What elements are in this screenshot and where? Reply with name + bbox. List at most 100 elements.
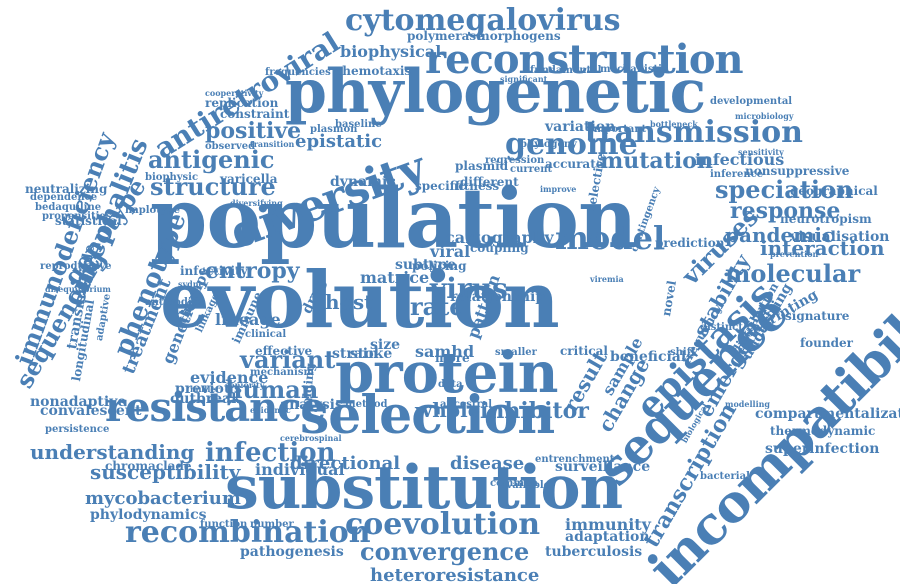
word-ancestral: ancestral: [440, 399, 492, 410]
word-founder: founder: [800, 336, 853, 350]
word-phylogenetic: phylogenetic: [285, 57, 706, 127]
word-geographical: geographical: [790, 184, 878, 198]
word-developmental: developmental: [710, 96, 793, 107]
word-inference: inference: [710, 169, 764, 180]
word-outbreak: outbreak: [170, 391, 241, 407]
word-epidemic: epidemic: [250, 405, 291, 415]
word-viral: viral: [430, 242, 471, 261]
word-cerebrospinal: cerebrospinal: [280, 433, 342, 443]
word-nonsuppressive: nonsuppressive: [745, 164, 850, 178]
word-specific: specific: [415, 179, 466, 193]
word-haplotype: haplotype: [125, 205, 180, 216]
word-mycobacterium: mycobacterium: [85, 488, 241, 509]
word-immunity: immunity: [565, 515, 651, 534]
word-transition: transition: [250, 139, 295, 149]
word-number: number: [250, 519, 294, 530]
word-microbiology: microbiology: [735, 111, 794, 121]
word-diversifying: diversifying: [230, 198, 283, 208]
word-modelling: modelling: [725, 399, 771, 409]
word-smaller: smaller: [495, 347, 537, 358]
word-prevention: prevention: [770, 249, 819, 259]
word-disease: disease: [450, 453, 525, 474]
word-different: different: [460, 175, 519, 189]
word-individual: individual: [255, 460, 345, 479]
word-subtype: subtype: [395, 257, 457, 273]
word-critical: critical: [560, 344, 608, 358]
word-reconstruction: reconstruction: [425, 36, 744, 83]
word-baseline: baseline: [335, 119, 382, 130]
word-convergence: convergence: [360, 537, 530, 566]
word-dependence: dependence: [30, 192, 98, 203]
word-human: human: [225, 375, 319, 404]
word-more: more: [435, 351, 470, 365]
word-fundamental: fundamental: [530, 65, 602, 76]
word-viremia: viremia: [590, 274, 624, 284]
word-recombination: recombination: [125, 515, 371, 550]
word-transmission: transmission: [585, 115, 803, 150]
word-propensities: propensities: [42, 211, 112, 222]
word-positive: positive: [205, 118, 302, 144]
word-accurate: accurate: [545, 157, 604, 171]
word-variant: variant: [240, 345, 336, 374]
word-mechanism: mechanism: [250, 367, 315, 378]
word-nonadaptive: nonadaptive: [30, 394, 127, 410]
word-data: data: [438, 379, 463, 390]
word-infectious: infectious: [695, 150, 785, 169]
word-surveillance: surveillance: [555, 459, 651, 475]
word-shift: shift: [670, 347, 696, 358]
word-effective: effective: [255, 344, 313, 358]
word-mutation: mutation: [600, 148, 713, 174]
word-chemotaxis: chemotaxis: [335, 64, 412, 78]
word-entrenchment: entrenchment: [535, 454, 615, 465]
word-genome: genome: [505, 127, 638, 162]
word-observed: observed: [205, 141, 256, 152]
word-antigenic: antigenic: [148, 145, 275, 174]
word-significant: significant: [500, 74, 548, 84]
word-susceptibility: susceptibility: [90, 460, 241, 484]
word-infection: infection: [205, 438, 336, 468]
word-entropy: entropy: [205, 258, 300, 284]
word-reproductive: reproductive: [40, 261, 112, 272]
word-phylodynamics: phylodynamics: [90, 507, 207, 523]
word-visualisation: visualisation: [790, 229, 890, 245]
word-biophysic: biophysic: [145, 172, 199, 183]
word-pandemic: pandemic: [725, 223, 835, 247]
word-stoke: stoke: [350, 346, 393, 362]
word-phylogeny: phylogeny: [520, 139, 577, 150]
word-morphogens: morphogens: [477, 29, 561, 43]
word-cytomegalovirus: cytomegalovirus: [345, 3, 621, 38]
word-superinfection: superinfection: [765, 441, 880, 457]
word-cooperativity: cooperativity: [205, 88, 264, 98]
word-cartography: cartography: [445, 228, 554, 247]
word-samhd: samhd: [415, 342, 475, 361]
word-resistance: resistance: [105, 384, 326, 431]
word-distinct: distinct: [700, 322, 743, 333]
word-analysis: analysis: [280, 397, 343, 413]
word-mechanistic: mechanistic: [600, 64, 668, 75]
word-replication: replication: [205, 96, 279, 110]
word-frequencies: frequencies: [265, 67, 331, 78]
word-function: function: [200, 519, 248, 530]
word-statistical: statistical: [55, 214, 122, 228]
word-bottleneck: bottleneck: [650, 119, 698, 129]
word-infectivity: infectivity: [180, 264, 248, 278]
word-evidence: evidence: [190, 368, 269, 387]
word-constraint: constraint: [220, 107, 290, 121]
word-neurotropism: neurotropism: [780, 212, 872, 226]
word-understanding: understanding: [30, 440, 195, 464]
word-important: important: [590, 124, 647, 135]
word-polymerase: polymerase: [407, 29, 484, 43]
word-method: method: [345, 399, 388, 410]
word-fitness: fitness: [455, 179, 500, 193]
word-clinical: clinical: [245, 329, 287, 340]
word-heteroresistance: heteroresistance: [370, 565, 540, 584]
word-antibodies: antibodies: [145, 297, 204, 308]
word-substitution: substitution: [225, 453, 623, 523]
word-inhibitor: inhibitor: [480, 398, 589, 424]
word-convalescent: convalescent: [40, 403, 142, 419]
word-biophysical: biophysical: [340, 42, 442, 61]
word-structure: structure: [150, 172, 276, 201]
word-compartmentalization: compartmentalization: [755, 406, 900, 422]
word-beneficial: beneficial: [610, 349, 687, 365]
word-epistatic: epistatic: [295, 131, 383, 152]
